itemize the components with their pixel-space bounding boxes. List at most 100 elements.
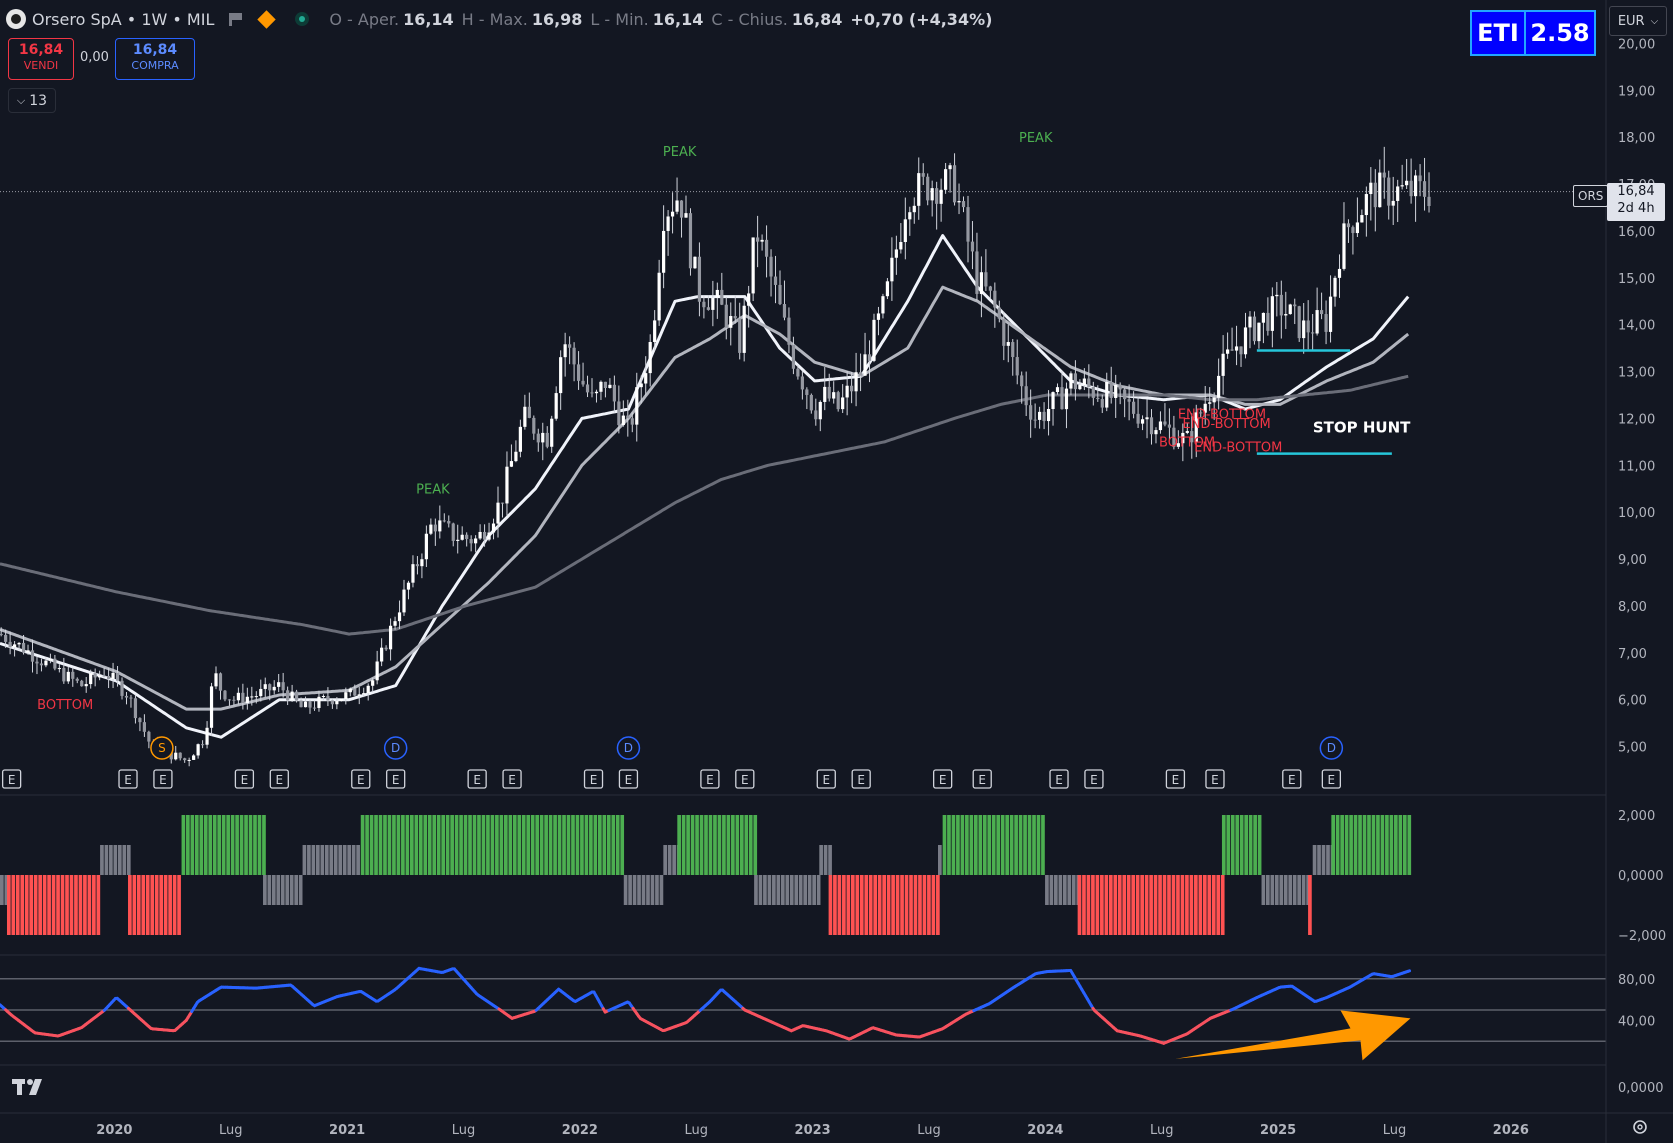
candle-body [1100,399,1104,408]
earnings-marker[interactable]: E [502,769,522,789]
candle-body [48,658,53,661]
candle-body [1315,310,1319,334]
indicators-toggle-button[interactable]: ⌵ 13 [8,88,56,113]
event-markers[interactable]: E E E E E E E E E E E E E E E E E E E E E E E D D D S [1,736,1344,789]
histogram-bar [833,875,837,935]
candle [827,373,831,402]
candle-body [1306,320,1310,333]
price-tick-label: 18,00 [1618,131,1655,146]
earnings-marker[interactable]: E [467,769,487,789]
candle [724,297,728,340]
histogram-bar [803,875,808,905]
candle-body [1391,200,1395,206]
earnings-marker[interactable]: E [1282,769,1302,789]
histogram-bar [690,815,695,875]
gear-icon[interactable] [1630,1117,1650,1137]
earnings-marker[interactable]: E [269,769,289,789]
histogram-bar [235,815,239,875]
candle-body [1319,310,1324,315]
earnings-marker[interactable]: E [118,769,138,789]
candle [590,378,594,398]
histogram-bar [499,815,504,875]
histogram-bar [199,815,204,875]
diamond-alert-icon[interactable] [257,9,277,29]
candle [1046,390,1051,436]
histogram-bar [611,815,616,875]
market-status-icon[interactable] [295,12,310,26]
earnings-marker[interactable]: E [816,769,836,789]
earnings-marker[interactable]: E [933,769,953,789]
earnings-marker[interactable]: E [851,769,871,789]
earnings-marker[interactable]: E [735,769,755,789]
change-value: +0,70 (+4,34%) [850,9,993,29]
histogram-bar [517,815,522,875]
histogram-bar [481,815,486,875]
candle-body [568,344,572,348]
histogram-bar [575,815,580,875]
dividend-marker[interactable]: D [616,736,641,760]
candle [729,302,733,346]
candle [791,336,796,375]
currency-select[interactable]: EUR ⌵ [1609,6,1667,36]
candle [1100,394,1104,414]
histogram-bar [521,815,526,875]
flag-icon[interactable] [228,12,243,26]
histogram-bar [891,875,895,935]
candle-body [809,394,813,411]
split-marker[interactable]: S [150,736,174,760]
earnings-marker[interactable]: E [1049,769,1069,789]
earnings-marker[interactable]: E [583,769,604,789]
dividend-marker[interactable]: D [1319,736,1344,760]
candle-body [1382,172,1386,178]
candle [1405,159,1409,189]
candle-body [648,342,652,374]
histogram-bar [29,875,34,935]
earnings-marker[interactable]: E [1084,769,1104,789]
candle-body [335,701,339,705]
buy-button[interactable]: 16,84 COMPRA [115,38,195,80]
earnings-marker[interactable]: E [700,769,720,789]
candle-body [218,673,223,691]
dividend-marker[interactable]: D [383,736,408,760]
candle-body [970,241,975,252]
histogram-bar [1082,875,1086,935]
candle-body [98,675,102,678]
candle-body [1038,411,1042,420]
histogram-bar [253,815,257,875]
earnings-marker[interactable]: E [1205,769,1225,789]
histogram-bar [459,815,463,875]
candle [482,524,487,547]
candle-body [1324,314,1328,332]
candle [1194,404,1198,458]
candle-body [241,692,245,704]
price-tick-label: 14,00 [1618,319,1655,334]
earnings-marker[interactable]: E [351,769,371,789]
histogram-bar [445,815,450,875]
earnings-marker[interactable]: E [1,769,22,789]
trend-arrow-icon [1175,1010,1411,1061]
earnings-marker[interactable]: E [153,769,173,789]
candle-body [1297,306,1301,339]
earnings-marker[interactable]: E [972,769,992,789]
histogram-bar [904,875,909,935]
candle [836,390,840,412]
symbol-name[interactable]: Orsero SpA • 1W • MIL [32,9,215,29]
histogram-bar [1131,875,1136,935]
candlestick-series [0,146,1431,767]
candle-body [509,461,514,467]
sell-button[interactable]: 16,84 VENDI [8,38,74,80]
tradingview-logo[interactable] [12,1075,48,1103]
earnings-marker[interactable]: E [386,769,406,789]
candle [952,153,957,206]
earnings-marker[interactable]: E [618,769,639,789]
earnings-marker[interactable]: E [1165,769,1186,789]
earnings-marker[interactable]: E [234,769,255,789]
earnings-marker[interactable]: E [1321,769,1342,789]
histogram-bar [427,815,432,875]
candle-body [451,523,455,541]
earnings-marker-letter: E [8,773,16,787]
indicators-count: 13 [29,92,48,109]
candle [1176,430,1180,450]
histogram-bar [316,845,320,875]
